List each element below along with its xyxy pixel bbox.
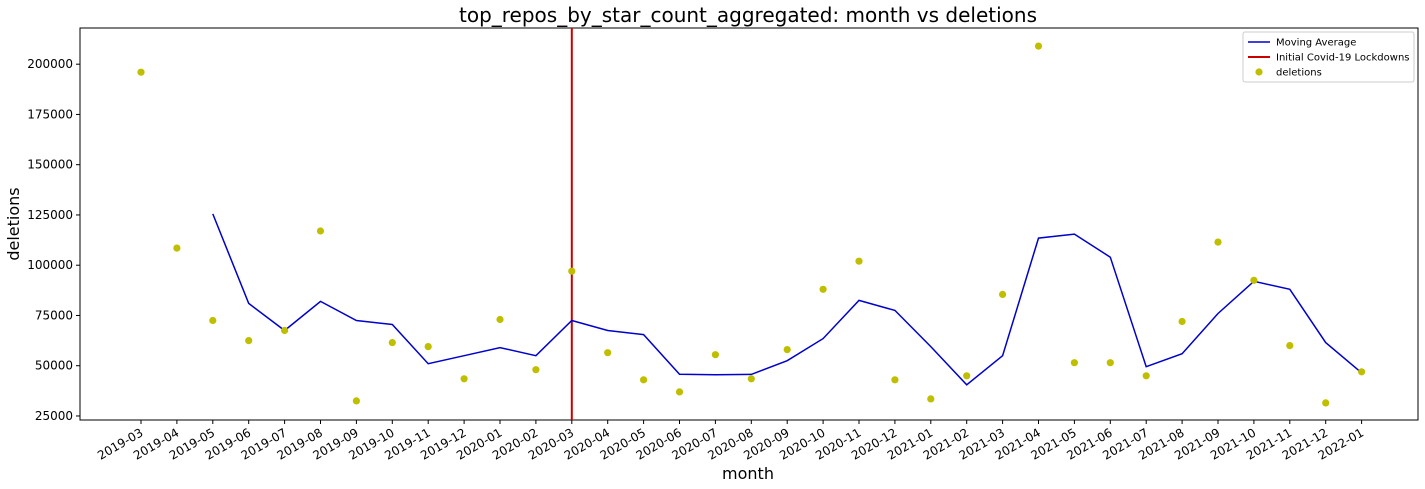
y-tick-label: 175000 — [27, 107, 73, 121]
deletions-point — [819, 285, 827, 293]
moving-average-line — [212, 213, 1363, 386]
y-tick-label: 100000 — [27, 258, 73, 272]
plot-area — [79, 27, 1419, 421]
deletions-point — [352, 397, 360, 405]
x-axis-title: month — [722, 464, 774, 483]
deletions-point — [1070, 359, 1078, 367]
deletions-point — [1142, 372, 1150, 380]
y-tick-label: 150000 — [27, 158, 73, 172]
y-tick-label: 75000 — [35, 308, 73, 322]
legend: Moving Average Initial Covid-19 Lockdowns… — [1242, 31, 1415, 83]
deletions-point — [137, 68, 145, 76]
y-axis-title: deletions — [4, 187, 23, 260]
y-tick-label: 125000 — [27, 208, 73, 222]
deletions-point — [1286, 342, 1294, 350]
deletions-point — [173, 244, 181, 252]
deletions-point — [1358, 368, 1366, 376]
deletions-point — [1178, 317, 1186, 326]
legend-entry-label: Moving Average — [1276, 38, 1356, 49]
deletions-point — [424, 343, 432, 351]
deletions-point — [1034, 42, 1043, 50]
x-axis: 2019-032019-042019-052019-062019-072019-… — [95, 420, 1366, 463]
chart-title: top_repos_by_star_count_aggregated: mont… — [459, 3, 1037, 27]
legend-entry-label: deletions — [1276, 68, 1322, 79]
deletions-point — [927, 395, 935, 403]
deletions-point — [891, 376, 899, 384]
deletions-point — [999, 290, 1007, 298]
deletions-point — [1214, 238, 1222, 246]
deletions-point — [209, 316, 217, 325]
deletions-point — [783, 346, 791, 354]
legend-entry-label: Initial Covid-19 Lockdowns — [1276, 53, 1410, 64]
chart-marks — [137, 28, 1366, 420]
deletions-point — [604, 349, 612, 357]
deletions-point — [460, 375, 468, 383]
y-tick-label: 200000 — [27, 57, 73, 71]
deletions-point — [747, 375, 755, 383]
deletions-point — [855, 257, 863, 265]
y-axis: 25000 50000 75000 100000 125000 150000 175000 2… — [27, 57, 80, 423]
deletions-point — [281, 326, 289, 335]
y-tick-label: 25000 — [35, 409, 73, 423]
deletions-point — [963, 372, 971, 380]
legend-box — [1242, 31, 1415, 83]
deletions-point — [1250, 276, 1258, 284]
deletions-point — [496, 315, 504, 324]
deletions-point — [1106, 359, 1114, 367]
legend-swatch-deletions — [1255, 68, 1263, 76]
deletions-point — [675, 388, 684, 396]
deletions-point — [316, 227, 325, 235]
deletions-point — [388, 339, 396, 347]
deletions-point — [711, 351, 720, 359]
deletions-point — [568, 267, 576, 275]
y-tick-label: 50000 — [35, 359, 73, 373]
deletions-point — [245, 337, 253, 345]
deletions-point — [1322, 399, 1330, 407]
deletions-point — [532, 366, 540, 374]
deletions-point — [640, 376, 648, 384]
